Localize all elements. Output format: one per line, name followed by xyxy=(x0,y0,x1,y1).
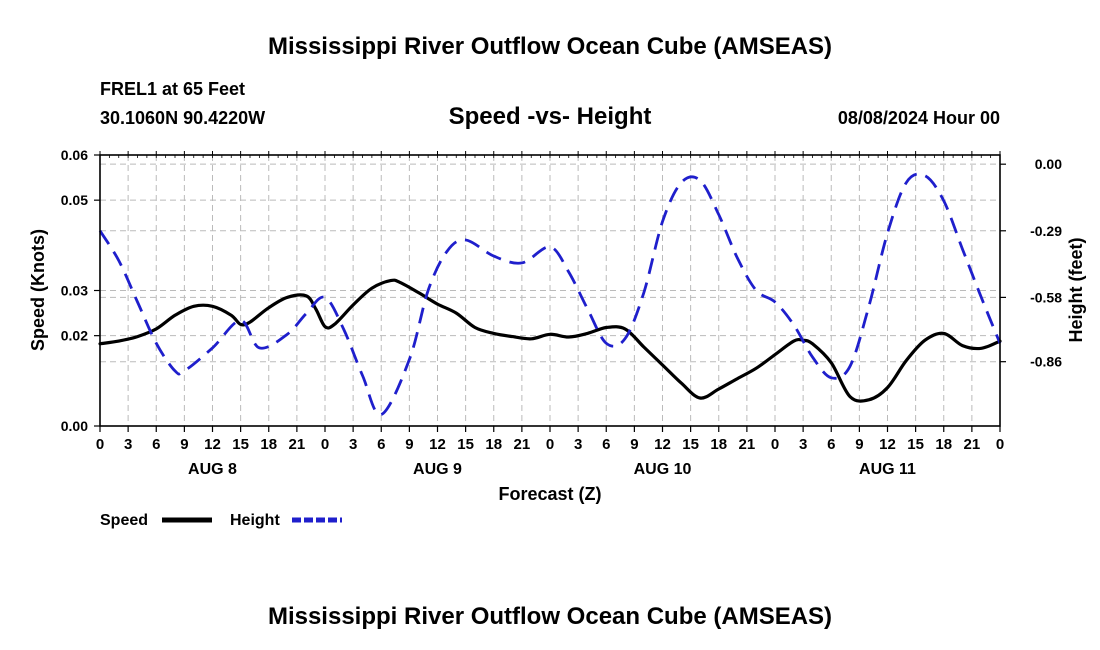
chart-title: Mississippi River Outflow Ocean Cube (AM… xyxy=(268,33,832,60)
x-tick-label: 12 xyxy=(429,436,446,453)
right-tick-label: 0.00 xyxy=(1035,156,1062,172)
x-tick-label: 6 xyxy=(377,436,385,453)
x-tick-label: 18 xyxy=(935,436,952,453)
x-tick-label: 3 xyxy=(574,436,582,453)
series-lines xyxy=(98,172,1002,416)
x-tick-label: 0 xyxy=(996,436,1004,453)
legend: Speed Height xyxy=(100,512,342,529)
left-axis-title: Speed (Knots) xyxy=(28,229,48,351)
right-axis-title: Height (feet) xyxy=(1066,238,1086,343)
legend-height-label: Height xyxy=(230,512,280,529)
x-tick-label: 18 xyxy=(710,436,727,453)
left-tick-label: 0.05 xyxy=(61,192,88,208)
footer-title: Mississippi River Outflow Ocean Cube (AM… xyxy=(268,603,832,630)
forecast-date-label: 08/08/2024 Hour 00 xyxy=(838,108,1000,128)
x-tick-label: 18 xyxy=(485,436,502,453)
left-tick-label: 0.00 xyxy=(61,418,88,434)
x-tick-label: 21 xyxy=(964,436,981,453)
x-tick-label: 9 xyxy=(405,436,413,453)
x-tick-label: 0 xyxy=(321,436,329,453)
x-tick-label: 15 xyxy=(457,436,474,453)
x-tick-label: 6 xyxy=(152,436,160,453)
x-tick-label: 21 xyxy=(514,436,531,453)
left-tick-label: 0.06 xyxy=(61,147,88,163)
x-tick-label: 3 xyxy=(349,436,357,453)
x-tick-label: 12 xyxy=(204,436,221,453)
left-tick-label: 0.02 xyxy=(61,328,88,344)
x-tick-label: 9 xyxy=(855,436,863,453)
axes: 0 3 6 9 12 15 18 21 0 3 6 9 12 15 18 21 0 3 6 9 12 15 18 21 0 3 6 9… xyxy=(61,147,1062,478)
legend-speed-label: Speed xyxy=(100,512,148,529)
x-tick-label: 15 xyxy=(232,436,249,453)
x-tick-label: 21 xyxy=(289,436,306,453)
station-label: FREL1 at 65 Feet xyxy=(100,79,245,99)
day-label: AUG 9 xyxy=(413,461,462,478)
x-tick-label: 21 xyxy=(739,436,756,453)
height-series-line xyxy=(98,172,1002,416)
x-tick-label: 15 xyxy=(682,436,699,453)
x-tick-label: 18 xyxy=(260,436,277,453)
coordinates-label: 30.1060N 90.4220W xyxy=(100,108,265,128)
x-tick-label: 6 xyxy=(602,436,610,453)
x-tick-label: 0 xyxy=(96,436,104,453)
day-label: AUG 10 xyxy=(634,461,692,478)
x-tick-label: 6 xyxy=(827,436,835,453)
right-tick-label: -0.58 xyxy=(1030,289,1062,305)
grid xyxy=(99,154,1001,427)
x-tick-label: 9 xyxy=(180,436,188,453)
x-tick-label: 9 xyxy=(630,436,638,453)
x-tick-label: 3 xyxy=(124,436,132,453)
x-tick-label: 15 xyxy=(907,436,924,453)
right-tick-label: -0.86 xyxy=(1030,354,1062,370)
x-tick-label: 0 xyxy=(771,436,779,453)
x-axis-title: Forecast (Z) xyxy=(498,484,601,504)
x-tick-label: 0 xyxy=(546,436,554,453)
x-tick-label: 12 xyxy=(879,436,896,453)
day-label: AUG 8 xyxy=(188,461,237,478)
day-label: AUG 11 xyxy=(859,461,916,478)
x-tick-label: 12 xyxy=(654,436,671,453)
plot-frame xyxy=(99,154,1001,427)
left-tick-label: 0.03 xyxy=(61,283,88,299)
chart-subtitle: Speed -vs- Height xyxy=(449,103,652,130)
x-tick-label: 3 xyxy=(799,436,807,453)
right-tick-label: -0.29 xyxy=(1030,223,1062,239)
